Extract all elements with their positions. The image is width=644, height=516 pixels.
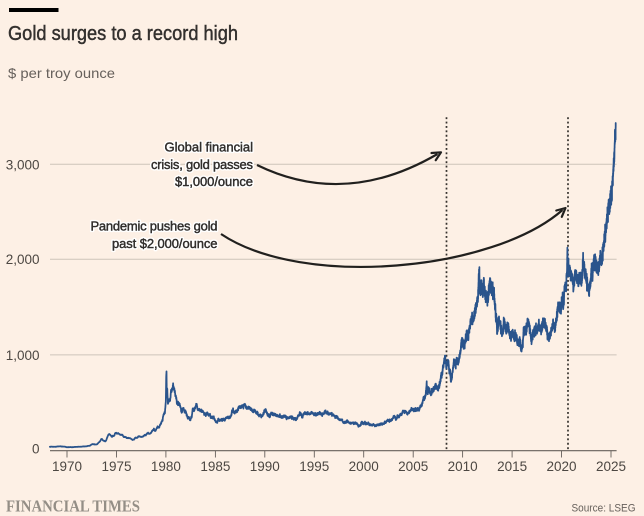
svg-text:Global financial: Global financial [165,140,254,155]
svg-text:1980: 1980 [151,459,181,474]
svg-text:1975: 1975 [101,459,131,474]
svg-text:past $2,000/ounce: past $2,000/ounce [112,236,218,251]
svg-text:past $2,000/ounce: past $2,000/ounce [112,236,218,251]
svg-text:Source: LSEG: Source: LSEG [572,503,636,515]
svg-text:0: 0 [32,441,40,456]
svg-text:$1,000/ounce: $1,000/ounce [175,174,253,189]
svg-text:2025: 2025 [596,459,626,474]
svg-text:3,000: 3,000 [6,157,40,172]
svg-text:Pandemic pushes gold: Pandemic pushes gold [91,219,218,234]
svg-text:2000: 2000 [349,459,379,474]
svg-text:1990: 1990 [250,459,280,474]
svg-text:1970: 1970 [52,459,82,474]
svg-text:1985: 1985 [200,459,230,474]
svg-text:Global financial: Global financial [165,140,254,155]
svg-text:$ per troy ounce: $ per troy ounce [8,65,115,81]
svg-text:Pandemic pushes gold: Pandemic pushes gold [91,219,218,234]
svg-text:2,000: 2,000 [6,252,40,267]
svg-text:2005: 2005 [398,459,428,474]
svg-text:1995: 1995 [299,459,329,474]
svg-text:2020: 2020 [546,459,576,474]
svg-text:FINANCIAL TIMES: FINANCIAL TIMES [6,496,140,515]
svg-text:$1,000/ounce: $1,000/ounce [175,174,253,189]
svg-text:1,000: 1,000 [6,348,40,363]
svg-text:crisis, gold passes: crisis, gold passes [151,157,254,172]
svg-text:2015: 2015 [497,459,527,474]
svg-text:Gold surges to a record high: Gold surges to a record high [8,23,238,45]
svg-text:crisis, gold passes: crisis, gold passes [151,157,254,172]
svg-text:2010: 2010 [448,459,478,474]
